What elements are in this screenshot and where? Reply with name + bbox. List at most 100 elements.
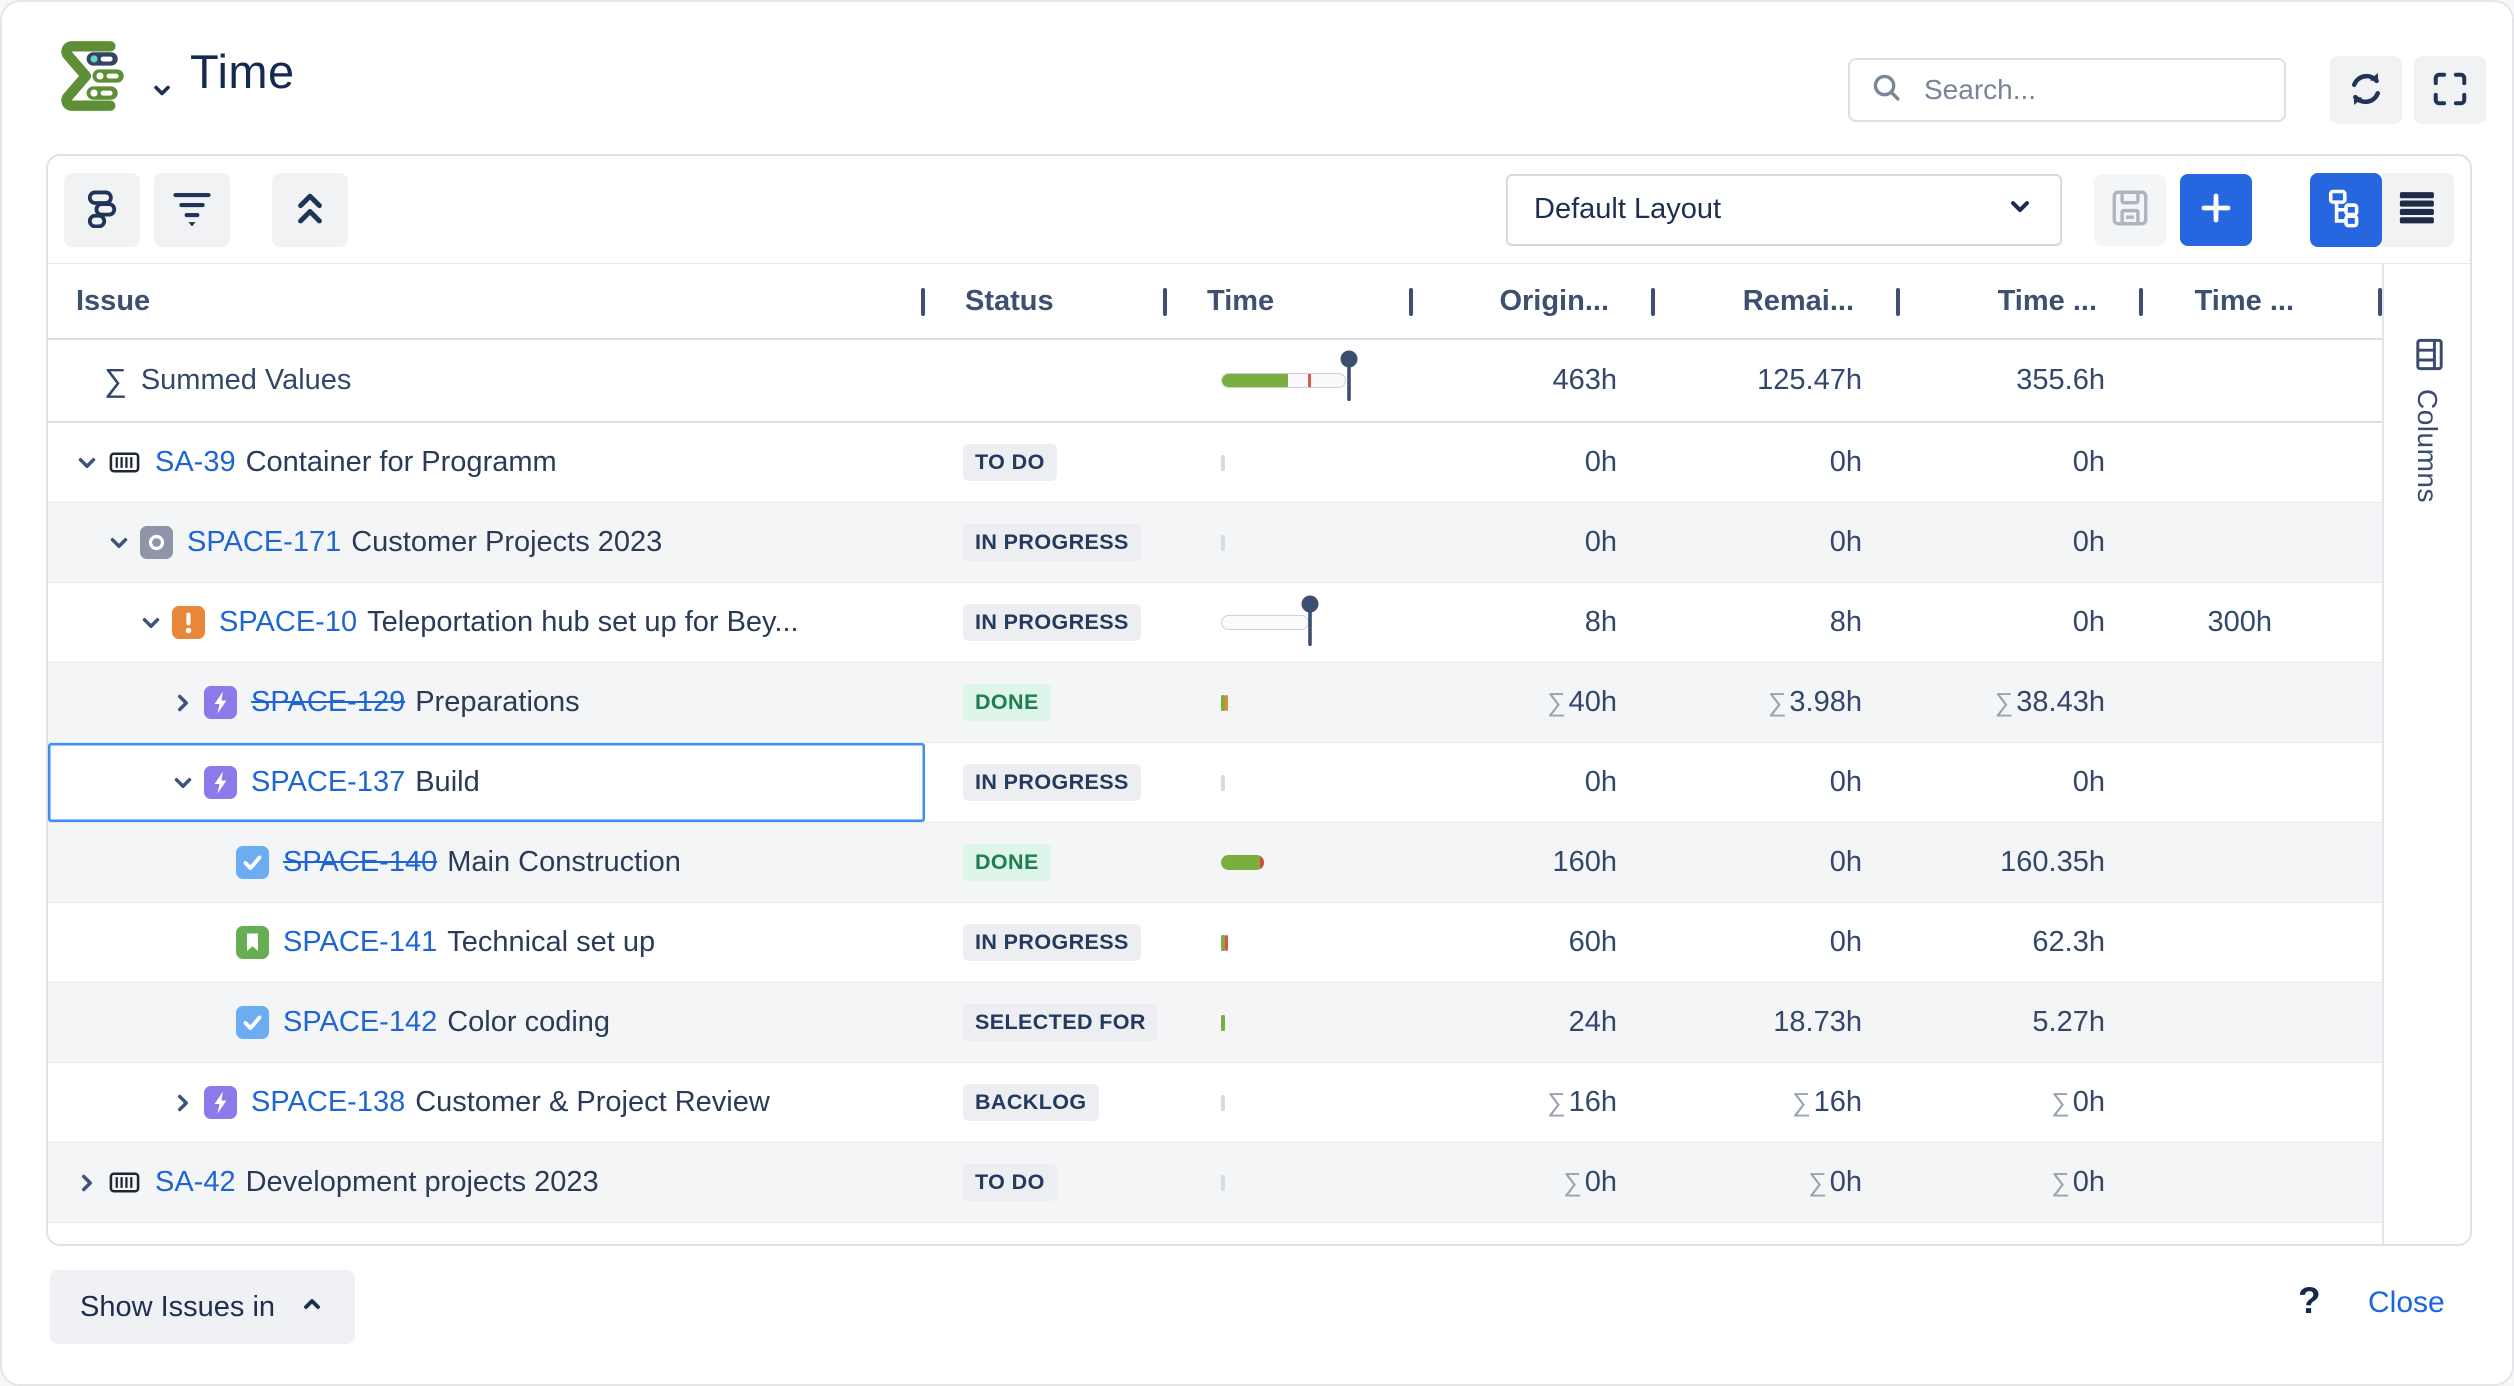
search-input[interactable]: [1922, 73, 2264, 107]
help-button[interactable]: ?: [2298, 1280, 2321, 1321]
issue-key-link[interactable]: SPACE-137: [251, 766, 406, 798]
cell-time: [1167, 340, 1413, 421]
table-row[interactable]: SPACE-10 Teleportation hub set up for Bey…: [48, 583, 2382, 663]
cell-remaining-estimate: 0h: [1655, 823, 1900, 902]
layout-select-value: Default Layout: [1534, 193, 1722, 225]
cell-original-estimate: 0h: [1413, 423, 1655, 502]
summed-values-label: Summed Values: [140, 364, 352, 396]
collapse-chevron-down-icon[interactable]: [104, 530, 134, 556]
original-estimate-value: 463h: [1552, 364, 1617, 396]
issue-type-container-icon: [108, 446, 141, 479]
column-header-time-tracking[interactable]: Time ...: [2143, 264, 2382, 338]
original-estimate-value: 0h: [1584, 526, 1617, 558]
collapse-chevron-down-icon[interactable]: [72, 450, 102, 476]
table-row[interactable]: SA-42 Development projects 2023 TO DO ∑ 0h ∑ 0…: [48, 1143, 2382, 1223]
progress-marker: [1308, 374, 1312, 387]
search-box[interactable]: [1848, 58, 2286, 122]
expand-chevron-right-icon[interactable]: [168, 1090, 198, 1116]
cell-issue: SPACE-138 Customer & Project Review: [48, 1063, 925, 1142]
column-header-original-estimate[interactable]: Origin...: [1413, 264, 1655, 338]
cell-time-tracking: [2143, 903, 2382, 982]
cell-time-spent: 5.27h: [1900, 983, 2143, 1062]
cell-time-tracking: [2143, 663, 2382, 742]
column-resize-handle[interactable]: [1409, 288, 1413, 316]
list-view-button[interactable]: [2382, 172, 2454, 247]
structure-sigma-logo-icon[interactable]: [54, 38, 140, 119]
issue-summary: Container for Programm: [245, 446, 557, 478]
table-row[interactable]: SPACE-141 Technical set up IN PROGRESS 60h 0…: [48, 903, 2382, 983]
issue-key-link[interactable]: SA-39: [155, 446, 236, 478]
cell-time-spent: 0h: [1900, 743, 2143, 822]
cell-time-tracking: [2143, 1143, 2382, 1222]
column-header-remaining-estimate[interactable]: Remai...: [1655, 264, 1900, 338]
cell-issue: SPACE-141 Technical set up: [48, 903, 925, 982]
time-progress-bar: [1221, 615, 1309, 630]
filter-button[interactable]: [154, 172, 230, 247]
cell-time: [1167, 423, 1413, 502]
column-resize-handle[interactable]: [2139, 288, 2143, 316]
expand-chevron-right-icon[interactable]: [72, 1170, 102, 1196]
table-row[interactable]: SPACE-142 Color coding SELECTED FOR 24h 18.7…: [48, 983, 2382, 1063]
issue-grid: Issue Status Time Origin... Remai... Time ...…: [48, 264, 2382, 1244]
time-spent-value: 0h: [2072, 526, 2105, 558]
cell-original-estimate: 0h: [1413, 503, 1655, 582]
add-item-button[interactable]: [2180, 173, 2252, 246]
issue-key-link[interactable]: SPACE-129: [251, 686, 406, 718]
table-row[interactable]: SPACE-137 Build IN PROGRESS 0h 0h 0h: [48, 743, 2382, 823]
fullscreen-button[interactable]: [2414, 56, 2486, 124]
layout-select[interactable]: Default Layout: [1506, 173, 2062, 246]
collapse-chevron-down-icon[interactable]: [136, 610, 166, 636]
collapse-chevron-down-icon[interactable]: [168, 770, 198, 796]
column-resize-handle[interactable]: [1163, 288, 1167, 316]
time-progress-bar: [1221, 1014, 1225, 1031]
group-structure-button[interactable]: [64, 172, 140, 247]
columns-side-panel[interactable]: Columns: [2382, 264, 2470, 1244]
column-header-status[interactable]: Status: [925, 264, 1167, 338]
table-row[interactable]: SA-39 Container for Programm TO DO 0h 0h 0h: [48, 423, 2382, 503]
refresh-button[interactable]: [2330, 56, 2402, 124]
column-resize-handle[interactable]: [1651, 288, 1655, 316]
collapse-all-button[interactable]: [272, 172, 348, 247]
show-issues-in-button[interactable]: Show Issues in: [50, 1270, 356, 1344]
close-link[interactable]: Close: [2368, 1286, 2445, 1319]
remaining-estimate-value: 125.47h: [1757, 364, 1862, 396]
remaining-estimate-value: 0h: [1829, 526, 1862, 558]
view-toggle-group: [2310, 172, 2454, 247]
sum-sigma-icon: ∑: [2051, 1087, 2070, 1117]
cell-time: [1167, 583, 1413, 662]
column-header-time[interactable]: Time: [1167, 264, 1413, 338]
table-row[interactable]: SPACE-140 Main Construction DONE 160h 0h 160.…: [48, 823, 2382, 903]
issue-key-link[interactable]: SPACE-140: [283, 846, 438, 878]
cell-issue: SPACE-142 Color coding: [48, 983, 925, 1062]
issue-summary: Teleportation hub set up for Bey...: [367, 606, 799, 638]
column-resize-handle[interactable]: [1896, 288, 1900, 316]
cell-remaining-estimate: ∑ 16h: [1655, 1063, 1900, 1142]
cell-issue: ∑ Summed Values: [48, 340, 925, 421]
table-row[interactable]: SPACE-138 Customer & Project Review BACKLO…: [48, 1063, 2382, 1143]
issue-key-link[interactable]: SPACE-141: [283, 926, 438, 958]
column-header-issue[interactable]: Issue: [48, 264, 925, 338]
cell-remaining-estimate: 18.73h: [1655, 983, 1900, 1062]
column-resize-handle[interactable]: [2378, 288, 2382, 316]
issue-key-link[interactable]: SPACE-10: [219, 606, 358, 638]
expand-chevron-right-icon[interactable]: [168, 690, 198, 716]
time-progress-bar: [1221, 534, 1225, 551]
app-switcher-chevron-down-icon[interactable]: [150, 78, 174, 107]
column-resize-handle[interactable]: [921, 288, 925, 316]
original-estimate-value: 0h: [1584, 766, 1617, 798]
issue-key-link[interactable]: SPACE-142: [283, 1006, 438, 1038]
cell-issue: SA-42 Development projects 2023: [48, 1143, 925, 1222]
column-header-time-spent[interactable]: Time ...: [1900, 264, 2143, 338]
save-layout-button[interactable]: [2094, 173, 2166, 246]
cell-original-estimate: 24h: [1413, 983, 1655, 1062]
search-icon: [1870, 71, 1904, 110]
status-badge: IN PROGRESS: [963, 924, 1141, 961]
cell-remaining-estimate: 8h: [1655, 583, 1900, 662]
issue-key-link[interactable]: SPACE-171: [187, 526, 342, 558]
table-row[interactable]: SPACE-129 Preparations DONE ∑ 40h ∑ 3.98h ∑ 38.4…: [48, 663, 2382, 743]
issue-key-link[interactable]: SA-42: [155, 1166, 236, 1198]
cell-time: [1167, 503, 1413, 582]
table-row[interactable]: SPACE-171 Customer Projects 2023 IN PROGRE…: [48, 503, 2382, 583]
tree-view-button[interactable]: [2310, 172, 2382, 247]
issue-key-link[interactable]: SPACE-138: [251, 1086, 406, 1118]
